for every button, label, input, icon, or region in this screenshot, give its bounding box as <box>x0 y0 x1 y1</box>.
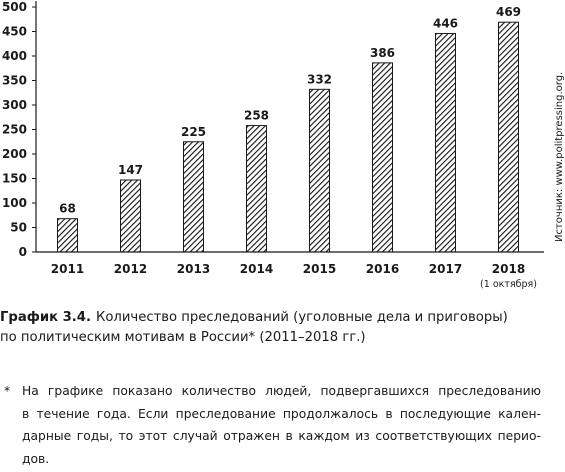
x-tick-label: 2017 <box>429 262 462 276</box>
y-tick-label: 100 <box>2 196 27 210</box>
footnote-text-3: дарные годы, то этот случай отражен в ка… <box>22 429 541 443</box>
footnote-line: * На графике показано количество людей, п… <box>0 380 541 403</box>
value-label: 332 <box>307 72 332 86</box>
footnote-marker: * <box>4 384 11 398</box>
y-tick-label: 250 <box>2 123 27 137</box>
y-axis: 0 50 100 150 200 250 300 350 400 450 500 <box>2 0 37 259</box>
x-axis: 2011 2012 2013 2014 2015 2016 2017 2018 (1 октяб… <box>36 251 544 290</box>
bar <box>435 32 456 253</box>
y-tick-label: 350 <box>2 74 27 88</box>
x-tick-label: 2018 <box>492 262 525 276</box>
chart-caption: График 3.4. Количество преследований (уго… <box>0 308 560 348</box>
y-tick-label: 150 <box>2 172 27 186</box>
y-tick-label: 0 <box>19 245 27 259</box>
footnote-text-1: На графике показано количество людей, по… <box>22 384 541 398</box>
footnote-text-2: в течение года. Если преследование продо… <box>22 406 541 421</box>
bar <box>372 62 393 253</box>
bar <box>498 21 519 253</box>
caption-number: График 3.4. <box>0 310 91 325</box>
x-tick-sublabel: (1 октября) <box>480 279 537 290</box>
bar-chart: 0 50 100 150 200 250 300 350 400 450 500 68 147 225 2… <box>2 0 565 290</box>
value-label: 446 <box>433 16 458 30</box>
caption-title-line-1: Количество преследований (уголовные дела… <box>95 310 508 325</box>
value-label: 258 <box>244 109 269 123</box>
value-label: 469 <box>496 5 521 19</box>
y-tick-label: 50 <box>10 221 27 235</box>
bars <box>57 21 519 253</box>
x-tick-label: 2012 <box>114 262 147 276</box>
x-tick-label: 2016 <box>366 262 399 276</box>
caption-title-line-2: по политическим мотивам в России* (2011–… <box>0 330 366 345</box>
footnote-line: дов. <box>0 448 565 471</box>
footnote-text-4: дов. <box>22 451 50 466</box>
bar <box>183 141 204 253</box>
value-label: 225 <box>181 125 206 139</box>
x-tick-label: 2013 <box>177 262 210 276</box>
y-tick-label: 400 <box>2 49 27 63</box>
caption-line-1: График 3.4. Количество преследований (уго… <box>0 308 560 328</box>
y-tick-label: 200 <box>2 147 27 161</box>
y-tick-label: 450 <box>2 25 27 39</box>
x-tick-label: 2014 <box>240 262 273 276</box>
value-label: 147 <box>118 163 143 177</box>
x-tick-label: 2011 <box>51 262 84 276</box>
footnote: * На графике показано количество людей, п… <box>0 380 565 470</box>
bar <box>309 88 330 253</box>
bar <box>57 218 78 253</box>
bar <box>246 125 267 253</box>
value-label: 68 <box>59 202 76 216</box>
y-tick-label: 500 <box>2 0 27 14</box>
y-tick-label: 300 <box>2 98 27 112</box>
source-note: Источник: www.politpressing.org. <box>554 72 565 242</box>
value-label: 386 <box>370 46 395 60</box>
footnote-line: дарные годы, то этот случай отражен в ка… <box>0 425 541 448</box>
value-labels: 68 147 225 258 332 386 446 469 <box>59 5 521 215</box>
footnote-line: в течение года. Если преследование продо… <box>0 403 541 426</box>
x-tick-label: 2015 <box>303 262 336 276</box>
bar <box>120 179 141 253</box>
